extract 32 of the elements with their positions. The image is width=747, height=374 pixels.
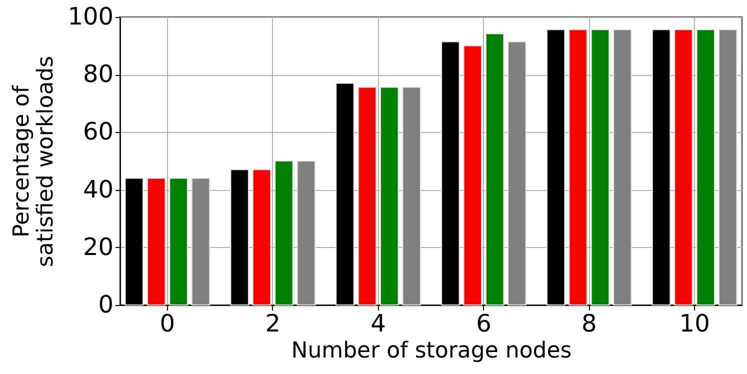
y-tick-label: 100 — [68, 2, 114, 30]
x-tick-label: 4 — [370, 310, 386, 338]
bar — [718, 29, 738, 306]
bar — [252, 169, 272, 306]
y-axis-title: Percentage of satisfied workloads — [10, 56, 59, 268]
x-tick-label: 6 — [476, 310, 492, 338]
y-tick-label: 40 — [82, 175, 114, 204]
x-tick-label: 0 — [160, 310, 176, 338]
bar — [590, 29, 610, 306]
bar — [485, 33, 504, 306]
bar — [463, 45, 482, 306]
bar — [296, 160, 316, 306]
y-tick-label: 20 — [82, 232, 114, 261]
bar — [696, 29, 716, 306]
bar — [508, 41, 526, 306]
y-tick-label: 0 — [98, 290, 114, 318]
x-tick-label: 8 — [581, 310, 597, 338]
bar — [568, 29, 588, 306]
x-tick-label: 10 — [679, 310, 710, 338]
bar — [358, 86, 377, 306]
x-axis-title: Number of storage nodes — [291, 338, 572, 364]
x-tick-label: 2 — [265, 310, 281, 338]
y-tick-label: 60 — [82, 118, 114, 146]
bar — [402, 86, 421, 306]
bar — [380, 86, 399, 306]
bar — [674, 29, 693, 306]
y-tick-label: 80 — [82, 60, 114, 88]
bar — [146, 178, 166, 306]
bar — [613, 29, 632, 306]
bar — [169, 178, 188, 306]
bar — [274, 160, 294, 306]
bar — [191, 178, 210, 306]
